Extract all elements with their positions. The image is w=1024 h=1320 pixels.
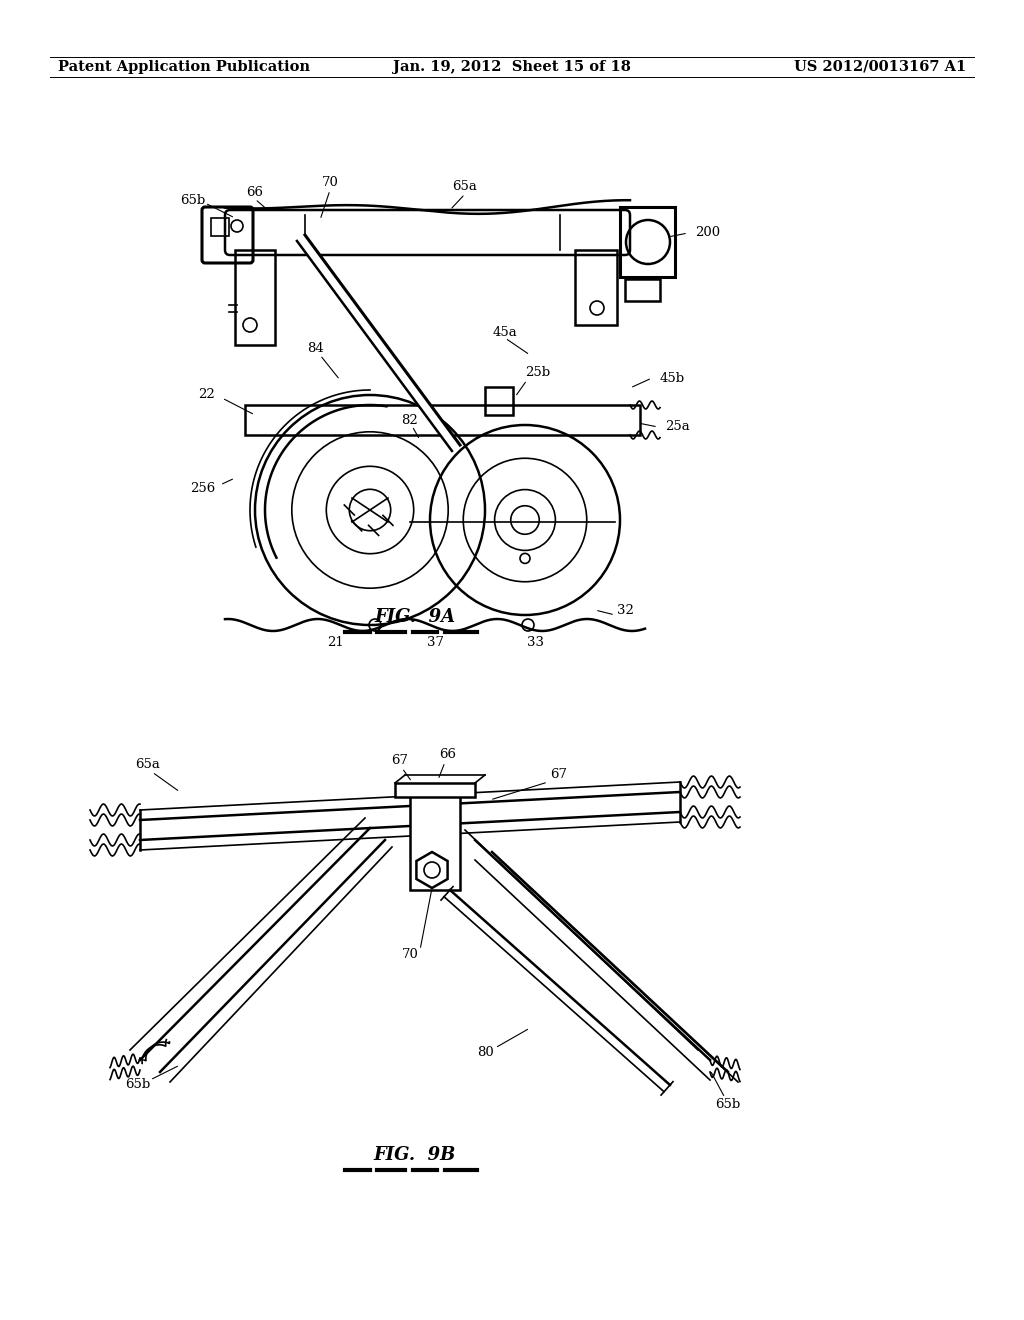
- Text: 25a: 25a: [665, 421, 690, 433]
- Text: 65a: 65a: [453, 181, 477, 194]
- Text: 70: 70: [401, 949, 419, 961]
- Text: 70: 70: [322, 177, 339, 190]
- Text: 82: 82: [401, 413, 419, 426]
- Text: 65b: 65b: [715, 1098, 740, 1111]
- Bar: [575, 249, 617, 325]
- Text: 25b: 25b: [525, 367, 550, 380]
- Bar: [410, 795, 460, 890]
- Text: 32: 32: [616, 603, 634, 616]
- Text: 45a: 45a: [493, 326, 517, 338]
- Text: 65b: 65b: [180, 194, 205, 206]
- Text: Jan. 19, 2012  Sheet 15 of 18: Jan. 19, 2012 Sheet 15 of 18: [393, 59, 631, 74]
- Bar: [245, 405, 640, 436]
- Bar: [625, 279, 660, 301]
- Polygon shape: [417, 851, 447, 888]
- Text: 37: 37: [427, 635, 443, 648]
- Bar: [620, 207, 675, 277]
- Text: 200: 200: [695, 227, 720, 239]
- Bar: [211, 218, 229, 236]
- Text: Patent Application Publication: Patent Application Publication: [58, 59, 310, 74]
- Text: FIG.  9B: FIG. 9B: [374, 1146, 456, 1164]
- Polygon shape: [444, 890, 670, 1092]
- Text: US 2012/0013167 A1: US 2012/0013167 A1: [794, 59, 966, 74]
- Polygon shape: [297, 235, 460, 451]
- Bar: [485, 387, 513, 414]
- Text: 65b: 65b: [125, 1078, 151, 1092]
- Text: 21: 21: [327, 635, 343, 648]
- Text: 22: 22: [199, 388, 215, 401]
- Text: 45b: 45b: [660, 371, 685, 384]
- Text: 33: 33: [526, 635, 544, 648]
- Bar: [234, 249, 275, 345]
- Text: 256: 256: [190, 482, 215, 495]
- Text: 67: 67: [391, 754, 409, 767]
- Text: 80: 80: [476, 1045, 494, 1059]
- Text: 66: 66: [439, 748, 457, 762]
- Bar: [395, 783, 475, 797]
- Text: 84: 84: [306, 342, 324, 355]
- Text: 67: 67: [550, 768, 567, 781]
- Text: FIG.  9A: FIG. 9A: [375, 609, 456, 626]
- Text: 66: 66: [247, 186, 263, 199]
- Text: 65a: 65a: [135, 759, 160, 771]
